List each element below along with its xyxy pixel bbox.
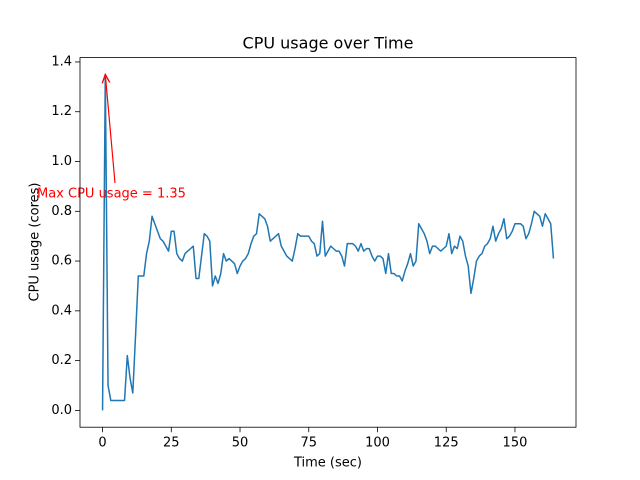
- y-tick-label: 0.0: [51, 403, 72, 418]
- x-tick-label: 25: [163, 436, 180, 451]
- x-tick-label: 150: [503, 436, 528, 451]
- x-tick-label: 100: [365, 436, 390, 451]
- annotation-arrow: [105, 74, 116, 184]
- x-axis-label: Time (sec): [293, 456, 362, 471]
- x-tick-label: 50: [232, 436, 249, 451]
- y-tick-label: 1.4: [51, 54, 72, 69]
- annotation-text: Max CPU usage = 1.35: [37, 187, 186, 202]
- y-tick-label: 0.2: [51, 353, 72, 368]
- y-tick-label: 1.2: [51, 104, 72, 119]
- y-axis-label: CPU usage (cores): [28, 183, 43, 302]
- data-line: [101, 73, 555, 411]
- y-tick-label: 0.6: [51, 254, 72, 269]
- y-tick-label: 1.0: [51, 154, 72, 169]
- chart-title: CPU usage over Time: [243, 34, 414, 53]
- x-tick-label: 0: [98, 436, 106, 451]
- x-tick-label: 75: [300, 436, 317, 451]
- y-tick-label: 0.4: [51, 303, 72, 318]
- plot-frame: [79, 57, 577, 428]
- x-tick-label: 125: [434, 436, 459, 451]
- y-tick-label: 0.8: [51, 204, 72, 219]
